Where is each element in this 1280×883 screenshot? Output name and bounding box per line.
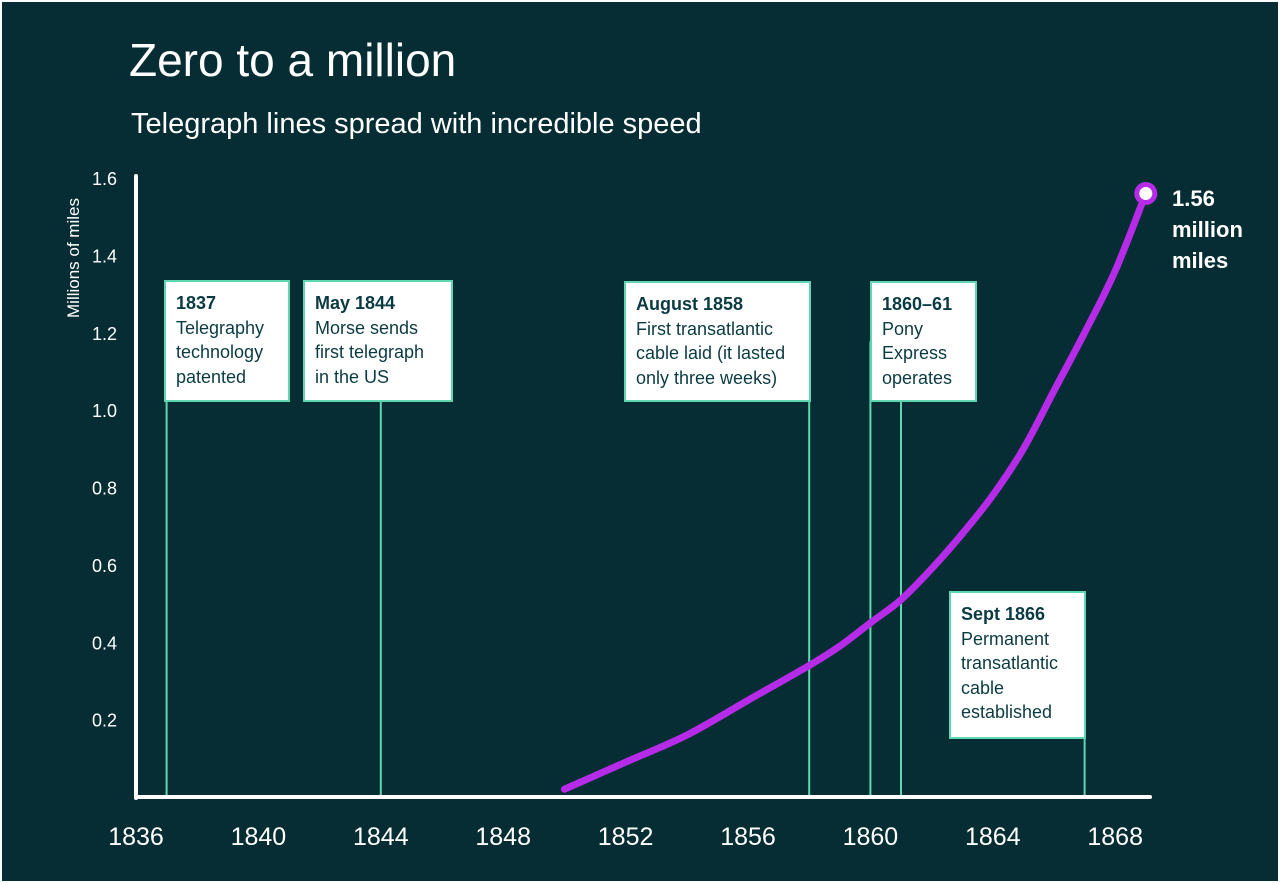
annotation-text-line: Express bbox=[882, 343, 948, 363]
y-tick-label: 1.0 bbox=[92, 401, 117, 421]
end-value-label-line: million bbox=[1172, 217, 1243, 242]
annotation-text-line: transatlantic bbox=[961, 653, 1059, 673]
y-tick-label: 0.2 bbox=[92, 711, 117, 731]
chart-title: Zero to a million bbox=[129, 34, 457, 86]
annotation-text-line: first telegraph bbox=[315, 342, 425, 362]
y-tick-label: 0.8 bbox=[92, 479, 117, 499]
x-tick-label: 1852 bbox=[598, 823, 654, 851]
annotation-date: 1837 bbox=[176, 293, 217, 313]
annotation-date: August 1858 bbox=[636, 294, 744, 314]
end-value-label: 1.56 million miles bbox=[1172, 183, 1272, 276]
annotation-date: May 1844 bbox=[315, 293, 396, 313]
annotation-box: Sept 1866 Permanent transatlantic cable esta… bbox=[949, 591, 1086, 739]
annotation-text-line: Permanent bbox=[961, 628, 1050, 649]
end-point-marker bbox=[1134, 181, 1158, 205]
annotation-text-line: patented bbox=[176, 366, 247, 387]
x-tick-label: 1856 bbox=[720, 823, 776, 851]
annotation-text-line: established bbox=[961, 702, 1053, 722]
annotation-date: 1860–61 bbox=[882, 294, 953, 314]
x-tick-label: 1868 bbox=[1087, 823, 1143, 851]
annotation-date: Sept 1866 bbox=[961, 604, 1046, 624]
x-tick-label: 1848 bbox=[475, 823, 531, 851]
x-tick-label: 1860 bbox=[843, 823, 899, 851]
chart-subtitle: Telegraph lines spread with incredible s… bbox=[131, 108, 702, 140]
x-tick-label: 1840 bbox=[231, 823, 287, 851]
x-tick-label: 1836 bbox=[108, 823, 164, 851]
y-tick-label: 0.6 bbox=[92, 556, 117, 576]
x-tick-label: 1864 bbox=[965, 823, 1021, 851]
annotation-text-line: cable bbox=[961, 677, 1005, 698]
annotation-box: 1837 Telegraphy technology patented bbox=[164, 280, 290, 402]
end-value-label-line: miles bbox=[1172, 248, 1229, 273]
y-tick-label: 1.6 bbox=[92, 169, 117, 189]
annotation-text-line: Morse sends bbox=[315, 317, 419, 338]
annotation-box: May 1844 Morse sends first telegraph in the… bbox=[303, 280, 453, 402]
annotation-text-line: technology bbox=[176, 342, 264, 362]
annotation-box: August 1858 First transatlantic cable laid… bbox=[624, 281, 811, 402]
annotation-text-line: cable laid (it lasted bbox=[636, 343, 786, 363]
annotation-text-line: First transatlantic bbox=[636, 318, 774, 339]
y-tick-label: 1.4 bbox=[92, 246, 117, 266]
x-tick-label: 1844 bbox=[353, 823, 409, 851]
annotation-text-line: operates bbox=[882, 367, 953, 388]
y-tick-label: 0.4 bbox=[92, 633, 117, 653]
annotation-box: 1860–61 Pony Express operates bbox=[870, 281, 977, 402]
annotation-text-line: in the US bbox=[315, 366, 390, 387]
end-value-label-line: 1.56 bbox=[1172, 186, 1215, 211]
y-tick-label: 1.2 bbox=[92, 324, 117, 344]
annotation-text-line: Pony bbox=[882, 318, 924, 339]
annotation-text-line: only three weeks) bbox=[636, 367, 778, 388]
telegraph-miles-line bbox=[560, 189, 1150, 793]
annotation-text-line: Telegraphy bbox=[176, 317, 265, 338]
